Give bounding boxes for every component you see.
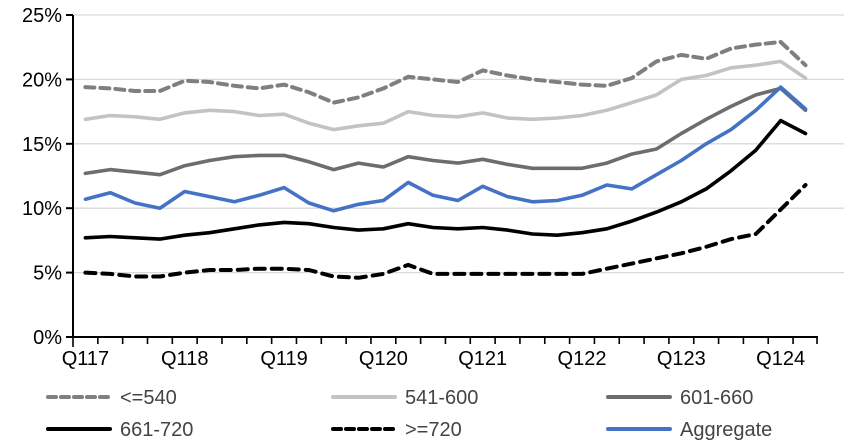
legend-label-720: >=720 (405, 419, 462, 441)
legend-label-601-660: 601-660 (680, 387, 753, 409)
x-axis-label: Q123 (657, 348, 706, 370)
legend-label-661-720: 661-720 (120, 419, 193, 441)
series-line-661-720 (83, 118, 808, 241)
y-axis-label: 10% (22, 198, 62, 220)
y-axis-label: 25% (22, 5, 62, 27)
x-axis-label: Q121 (458, 348, 507, 370)
x-axis-label: Q117 (62, 348, 109, 370)
series-line-720 (83, 183, 808, 280)
y-axis-label: 0% (33, 327, 62, 349)
x-axis-label: Q119 (260, 348, 307, 370)
y-axis-label: 20% (22, 69, 62, 91)
x-axis-label: Q118 (161, 348, 208, 370)
series-line-aggregate (83, 85, 808, 213)
x-axis-label: Q124 (756, 348, 805, 370)
series-line-601-660 (83, 86, 808, 177)
x-axis-label: Q122 (558, 348, 607, 370)
y-axis-label: 15% (22, 134, 62, 156)
legend-label-541-600: 541-600 (405, 387, 478, 409)
series-line-540 (83, 40, 808, 105)
series-line-541-600 (83, 59, 808, 132)
legend-label-540: <=540 (120, 387, 177, 409)
x-axis-label: Q120 (359, 348, 408, 370)
y-axis-label: 5% (33, 263, 62, 285)
legend-label-aggregate: Aggregate (680, 419, 772, 441)
